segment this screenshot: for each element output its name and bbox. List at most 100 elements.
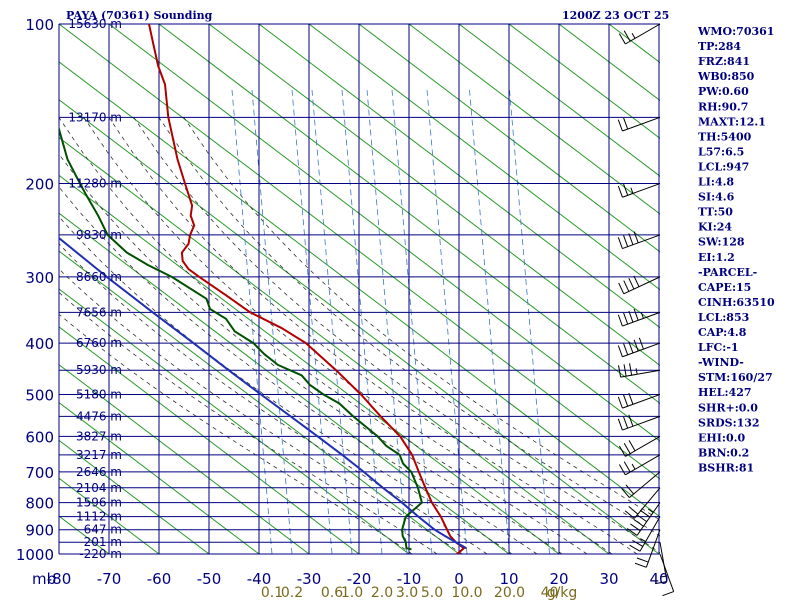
wind-barb-flag	[623, 183, 629, 196]
wind-barb-flag	[624, 510, 635, 519]
height-label: 15630 m	[68, 17, 122, 31]
height-label: 647 m	[84, 523, 122, 537]
moist-adiabat	[59, 153, 563, 554]
wind-barb-flag	[617, 119, 623, 132]
wind-barb-flag	[617, 314, 623, 327]
pressure-tick-label: 900	[25, 522, 54, 540]
indices-panel: WMO:70361 TP:284 FRZ:841 WB0:850 PW:0.60 RH:9…	[697, 25, 775, 474]
index-entry: CAPE:15	[698, 281, 751, 294]
wind-barb-flag	[617, 396, 623, 409]
wind-barbs	[617, 23, 675, 597]
wind-barb-shaft	[625, 454, 661, 476]
pressure-tick-label: 1000	[16, 546, 54, 564]
mixing-ratio-label: 10.0	[451, 585, 482, 600]
wind-barb-shaft	[622, 311, 661, 327]
dry-adiabat	[59, 439, 210, 554]
index-entry: WB0:850	[697, 70, 755, 83]
temp-tick-label: -80	[47, 570, 72, 588]
pressure-tick-label: 300	[25, 269, 54, 287]
dewpoint-line	[59, 125, 423, 551]
wind-barb-flag	[618, 445, 626, 457]
mixing-ratio-label: 3.0	[396, 585, 418, 600]
wind-barb-flag	[633, 518, 644, 527]
temp-tick-label: 40	[649, 570, 668, 588]
moist-adiabat	[59, 186, 538, 554]
pressure-tick-label: 100	[25, 16, 54, 34]
wind-barb-flag	[623, 312, 629, 325]
index-entry: KI:24	[698, 221, 732, 234]
wind-barb	[618, 275, 661, 295]
wind-barb-flag	[655, 581, 668, 585]
wind-barb-flag	[630, 523, 641, 532]
temperature-line	[148, 24, 465, 554]
dry-adiabat	[59, 364, 310, 554]
temp-tick-label: -20	[347, 570, 372, 588]
height-label: 3827 m	[76, 429, 122, 443]
height-label: 11280 m	[68, 177, 122, 191]
wind-barb-flag	[623, 117, 629, 130]
moist-adiabat	[108, 117, 638, 554]
temp-tick-label: -40	[247, 570, 272, 588]
mixing-ratio-label: 40	[541, 585, 559, 600]
height-label: 5180 m	[76, 387, 122, 401]
wind-barb-shaft	[629, 471, 661, 498]
wind-barb-flag	[617, 185, 623, 198]
mixing-ratio-line	[366, 89, 408, 554]
wind-barb-flag	[625, 484, 635, 495]
wind-barb-shaft	[622, 234, 661, 250]
wind-barb-shaft	[659, 553, 675, 592]
wind-barb-flag	[628, 341, 634, 354]
wind-barb-flag	[640, 312, 644, 319]
wind-barb-flag	[617, 418, 623, 431]
wind-barb-flag	[636, 557, 649, 563]
temp-tick-label: 0	[454, 570, 464, 588]
height-label: 201 m	[84, 535, 122, 549]
dry-adiabat	[59, 326, 360, 554]
mixing-ratio-label: 2.0	[371, 585, 393, 600]
mixing-ratio-label: 0.2	[281, 585, 303, 600]
wind-barb-shaft	[622, 116, 661, 132]
wind-barb	[618, 435, 661, 457]
height-label: 1596 m	[76, 496, 122, 510]
moist-adiabat	[59, 216, 513, 554]
index-entry: LCL:947	[698, 160, 749, 173]
index-entry: LCL:853	[698, 311, 749, 324]
wind-barb-flag	[623, 416, 629, 429]
mixing-ratio-line	[251, 89, 293, 554]
wind-barb-flag	[633, 231, 639, 244]
moist-adiabat	[83, 117, 613, 554]
dry-adiabat	[508, 24, 660, 139]
height-label: -220 m	[79, 547, 122, 561]
height-label: 7656 m	[76, 305, 122, 319]
moist-adiabat	[59, 313, 413, 554]
index-entry: EI:1.2	[698, 251, 735, 264]
index-entry: FRZ:841	[698, 55, 750, 68]
index-entry: TT:50	[698, 206, 733, 219]
background-lines	[59, 24, 660, 554]
pressure-tick-label: 600	[25, 428, 54, 446]
wind-barb-flag	[638, 337, 644, 350]
wind-barb-flag	[623, 30, 631, 42]
dry-adiabat	[59, 288, 410, 554]
y-axis-unit: mb	[32, 570, 56, 588]
wind-barb-flag	[623, 442, 631, 454]
wind-barb	[621, 471, 661, 498]
wind-barb-shaft	[622, 393, 661, 409]
wind-barb-shaft	[659, 542, 668, 582]
dry-adiabat	[59, 250, 460, 554]
height-label: 2104 m	[76, 481, 122, 495]
wind-barb-shaft	[623, 276, 661, 295]
index-entry: TP:284	[698, 40, 741, 53]
wind-barb-flag	[631, 32, 636, 39]
wind-barb-flag	[633, 308, 639, 321]
index-entry: PW:0.60	[698, 85, 749, 98]
wind-barb-flag	[636, 514, 647, 523]
mixing-ratio-label: 1.0	[341, 585, 363, 600]
wind-barb-flag	[623, 364, 627, 377]
wind-barb-shaft	[620, 369, 661, 378]
index-entry: SI:4.6	[698, 191, 735, 204]
wind-barb-flag	[617, 345, 623, 357]
height-label: 3217 m	[76, 448, 122, 462]
wind-barb-flag	[639, 509, 651, 518]
moist-adiabat	[183, 117, 660, 521]
